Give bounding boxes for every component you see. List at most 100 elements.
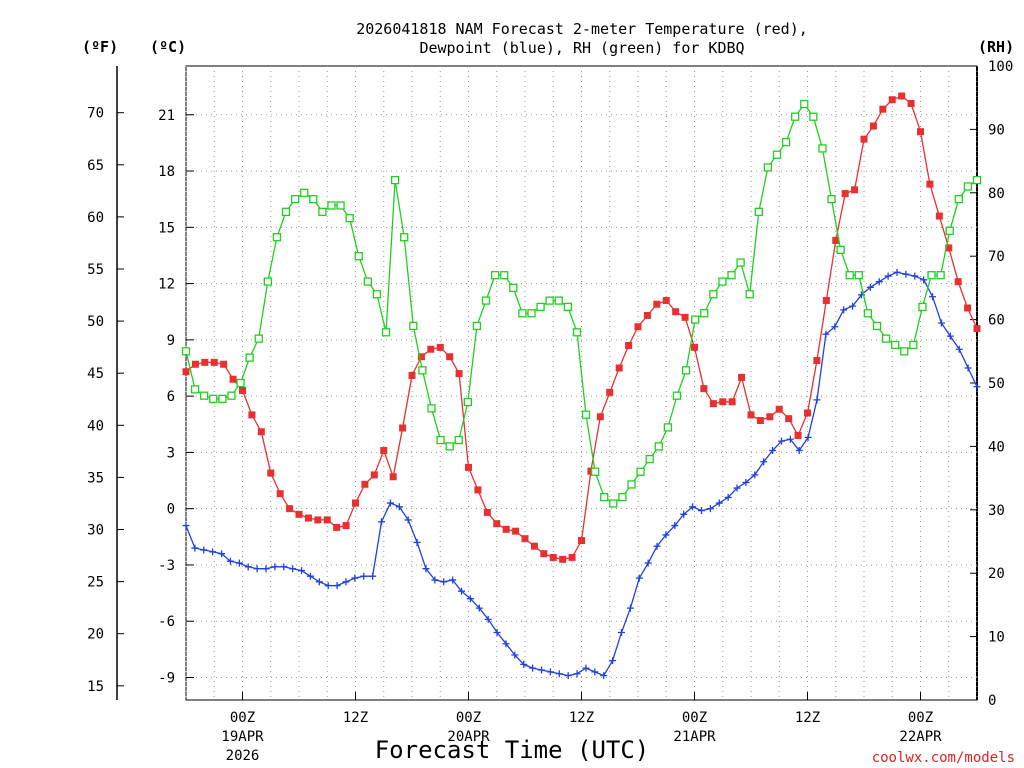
rh-point [254, 334, 263, 343]
temperature-point [672, 308, 680, 316]
rh-point [709, 290, 718, 299]
dewpoint-point [573, 670, 581, 678]
rh-point [381, 328, 391, 337]
dewpoint-point [937, 319, 945, 327]
temperature-point [512, 527, 520, 535]
x-tick-label: 12Z [343, 710, 368, 726]
temperature-point [540, 550, 548, 558]
dewpoint-point [218, 550, 226, 558]
temperature-point [549, 553, 557, 561]
rh-point [581, 410, 591, 419]
fahrenheit-tick-label: 60 [87, 210, 104, 226]
rh-point [490, 271, 500, 280]
dewpoint-point [786, 435, 794, 443]
dewpoint-point [644, 559, 652, 567]
rh-tick-label: 60 [988, 313, 1005, 329]
dewpoint-point [795, 447, 803, 455]
rh-point [354, 252, 363, 261]
dewpoint-point [653, 542, 661, 550]
x-tick-label: 00Z [908, 710, 933, 726]
temperature-point [352, 499, 359, 507]
rh-point [372, 290, 382, 299]
temperature-point [841, 190, 849, 198]
temperature-point [483, 508, 491, 516]
axis-ticks: -9 -6 -3 0 3 6 9 12 15 18 21 15 20 25 30 35 40 45 50 55 60 65… [87, 59, 1013, 764]
temperature-point [596, 413, 604, 421]
temperature-point [634, 323, 642, 331]
dewpoint-point [689, 503, 697, 511]
celsius-tick-label: 15 [158, 220, 175, 236]
dewpoint-point [378, 518, 386, 526]
dewpoint-point [493, 628, 501, 636]
series-layer [181, 92, 982, 680]
dewpoint-point [538, 666, 546, 674]
rh-point [363, 277, 372, 286]
rh-point [636, 467, 645, 476]
x-tick-date-label: 22APR [899, 729, 942, 745]
dewpoint-point [813, 396, 821, 404]
celsius-tick-label: -3 [158, 558, 175, 574]
rh-point [327, 201, 336, 210]
dewpoint-point [351, 574, 359, 582]
dewpoint-point [973, 383, 981, 391]
rh-point [972, 175, 982, 185]
temperature-point [521, 535, 529, 543]
fahrenheit-tick-label: 65 [87, 158, 104, 174]
dewpoint-point [475, 604, 483, 612]
rh-tick-label: 100 [988, 59, 1013, 75]
dewpoint-point [902, 270, 910, 278]
temperature-point [323, 516, 331, 524]
rh-point [727, 271, 736, 280]
x-tick-label: 00Z [230, 710, 255, 726]
fahrenheit-tick-label: 50 [87, 314, 104, 330]
temperature-point [926, 180, 934, 188]
rh-point [781, 137, 791, 147]
dewpoint-point [769, 447, 777, 455]
temperature-point [964, 304, 972, 312]
temperature-point [399, 424, 407, 432]
celsius-tick-label: 3 [167, 445, 175, 461]
temperature-point [804, 409, 811, 417]
dewpoint-point [893, 268, 901, 276]
dewpoint-point [626, 604, 634, 612]
rh-point [272, 233, 282, 242]
dewpoint-point [440, 578, 448, 586]
dewpoint-point [191, 544, 199, 552]
temperature-point [653, 300, 661, 308]
temperature-point [239, 387, 246, 395]
rh-point [445, 442, 454, 451]
rh-point [618, 492, 627, 502]
rh-point [336, 201, 345, 210]
temperature-point [813, 356, 821, 364]
dewpoint-point [226, 557, 234, 565]
rh-tick-label: 20 [988, 566, 1005, 582]
rh-tick-label: 50 [988, 376, 1005, 392]
rh-point [181, 347, 191, 356]
temperature-point [361, 480, 369, 488]
dewpoint-point [306, 572, 314, 580]
rh-series [181, 99, 982, 508]
rh-point [418, 366, 427, 375]
dewpoint-point [706, 505, 714, 513]
rh-point [772, 150, 782, 159]
temperature-point [643, 311, 651, 319]
fahrenheit-axis-label: (ºF) [82, 38, 118, 56]
dewpoint-point [609, 657, 617, 665]
temperature-point [888, 96, 896, 104]
rh-point [318, 207, 327, 216]
dewpoint-point [920, 276, 928, 284]
temperature-point [587, 467, 595, 475]
rh-line [185, 102, 978, 505]
dewpoint-point [324, 582, 332, 590]
temperature-point [408, 371, 416, 379]
temperature-series [182, 92, 981, 563]
dewpoint-point [964, 364, 972, 372]
temperature-point [455, 370, 463, 378]
rh-point [200, 391, 209, 400]
dewpoint-point [866, 283, 874, 291]
rh-point [300, 188, 309, 197]
temperature-point [851, 186, 859, 194]
temperature-point [493, 520, 501, 528]
rh-point [945, 226, 954, 235]
rh-point [836, 245, 845, 255]
